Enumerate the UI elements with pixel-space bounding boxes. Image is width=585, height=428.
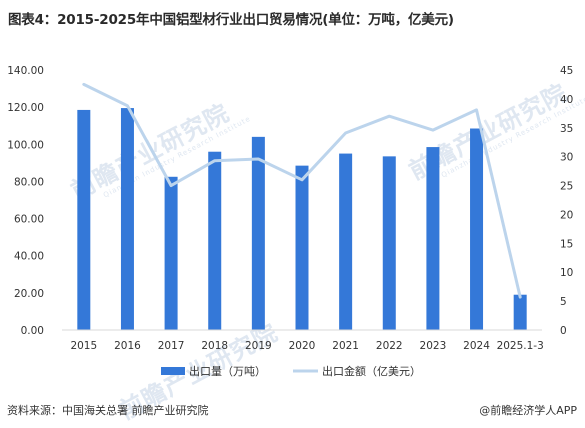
x-tick-label: 2020 — [289, 340, 316, 352]
y-left-tick-label: 60.00 — [14, 214, 44, 226]
line-point-2021 — [345, 132, 347, 134]
legend-swatch-volume — [161, 367, 185, 375]
legend-label-volume: 出口量（万吨） — [189, 364, 266, 378]
source-note: 资料来源：中国海关总署 前瞻产业研究院 — [7, 404, 209, 417]
y-right-tick-label: 45 — [560, 65, 573, 77]
bar-2015 — [77, 109, 91, 330]
x-tick-label: 2025.1-3 — [497, 340, 544, 352]
y-right-tick-label: 30 — [560, 152, 573, 164]
y-left-tick-label: 80.00 — [14, 176, 44, 188]
bar-2025.1-3 — [513, 294, 527, 330]
x-tick-label: 2021 — [332, 340, 359, 352]
x-tick-label: 2024 — [463, 340, 490, 352]
bar-2021 — [339, 153, 353, 330]
y-left-tick-label: 100.00 — [7, 139, 44, 151]
y-left-tick-label: 20.00 — [14, 288, 44, 300]
y-right-tick-label: 25 — [560, 181, 573, 193]
bar-2024 — [470, 128, 484, 330]
line-point-2019 — [257, 158, 259, 160]
line-point-2017 — [170, 185, 172, 187]
line-point-2020 — [301, 179, 303, 181]
y-right-tick-label: 15 — [560, 238, 573, 250]
bar-2016 — [120, 108, 134, 330]
x-tick-label: 2017 — [158, 340, 185, 352]
y-right-tick-label: 35 — [560, 123, 573, 135]
line-point-2023 — [432, 129, 434, 131]
y-right-tick-label: 10 — [560, 267, 573, 279]
x-tick-label: 2022 — [376, 340, 403, 352]
bar-2022 — [382, 156, 396, 330]
y-left-tick-label: 40.00 — [14, 251, 44, 263]
line-point-2016 — [126, 105, 128, 107]
line-point-2025.1-3 — [519, 296, 521, 298]
bar-2018 — [208, 151, 222, 330]
line-point-2018 — [214, 160, 216, 162]
y-right-tick-labels: 0 5 10 15 20 25 30 35 40 45 — [560, 65, 573, 337]
line-point-2022 — [388, 115, 390, 117]
y-right-tick-label: 20 — [560, 209, 573, 221]
y-left-tick-label: 0.00 — [21, 325, 44, 337]
x-tick-label: 2023 — [420, 340, 447, 352]
chart-title: 图表4：2015-2025年中国铝型材行业出口贸易情况(单位：万吨，亿美元) — [8, 12, 454, 28]
x-tick-label: 2019 — [245, 340, 272, 352]
bar-2019 — [251, 136, 265, 330]
y-left-tick-label: 120.00 — [7, 102, 44, 114]
bar-2023 — [426, 147, 440, 330]
bar-2020 — [295, 165, 309, 330]
x-tick-label: 2015 — [70, 340, 97, 352]
line-point-2024 — [476, 109, 478, 111]
y-left-tick-labels: 0.00 20.00 40.00 60.00 80.00 100.00 120.00 140.… — [7, 65, 44, 337]
x-tick-label: 2018 — [201, 340, 228, 352]
legend-label-value: 出口金额（亿美元） — [322, 364, 421, 378]
y-left-tick-label: 140.00 — [7, 65, 44, 77]
legend: 出口量（万吨） 出口金额（亿美元） — [161, 364, 421, 378]
credit: @前瞻经济学人APP — [479, 404, 577, 417]
y-right-tick-label: 5 — [560, 296, 567, 308]
bar-2017 — [164, 176, 178, 330]
bars — [77, 108, 527, 330]
line-point-2015 — [83, 83, 85, 85]
x-tick-label: 2016 — [114, 340, 141, 352]
y-right-tick-label: 0 — [560, 325, 567, 337]
y-right-tick-label: 40 — [560, 94, 573, 106]
x-tick-labels: 2015 2016 2017 2018 2019 2020 2021 2022 2023 2024… — [70, 340, 543, 352]
line-series — [82, 82, 522, 299]
